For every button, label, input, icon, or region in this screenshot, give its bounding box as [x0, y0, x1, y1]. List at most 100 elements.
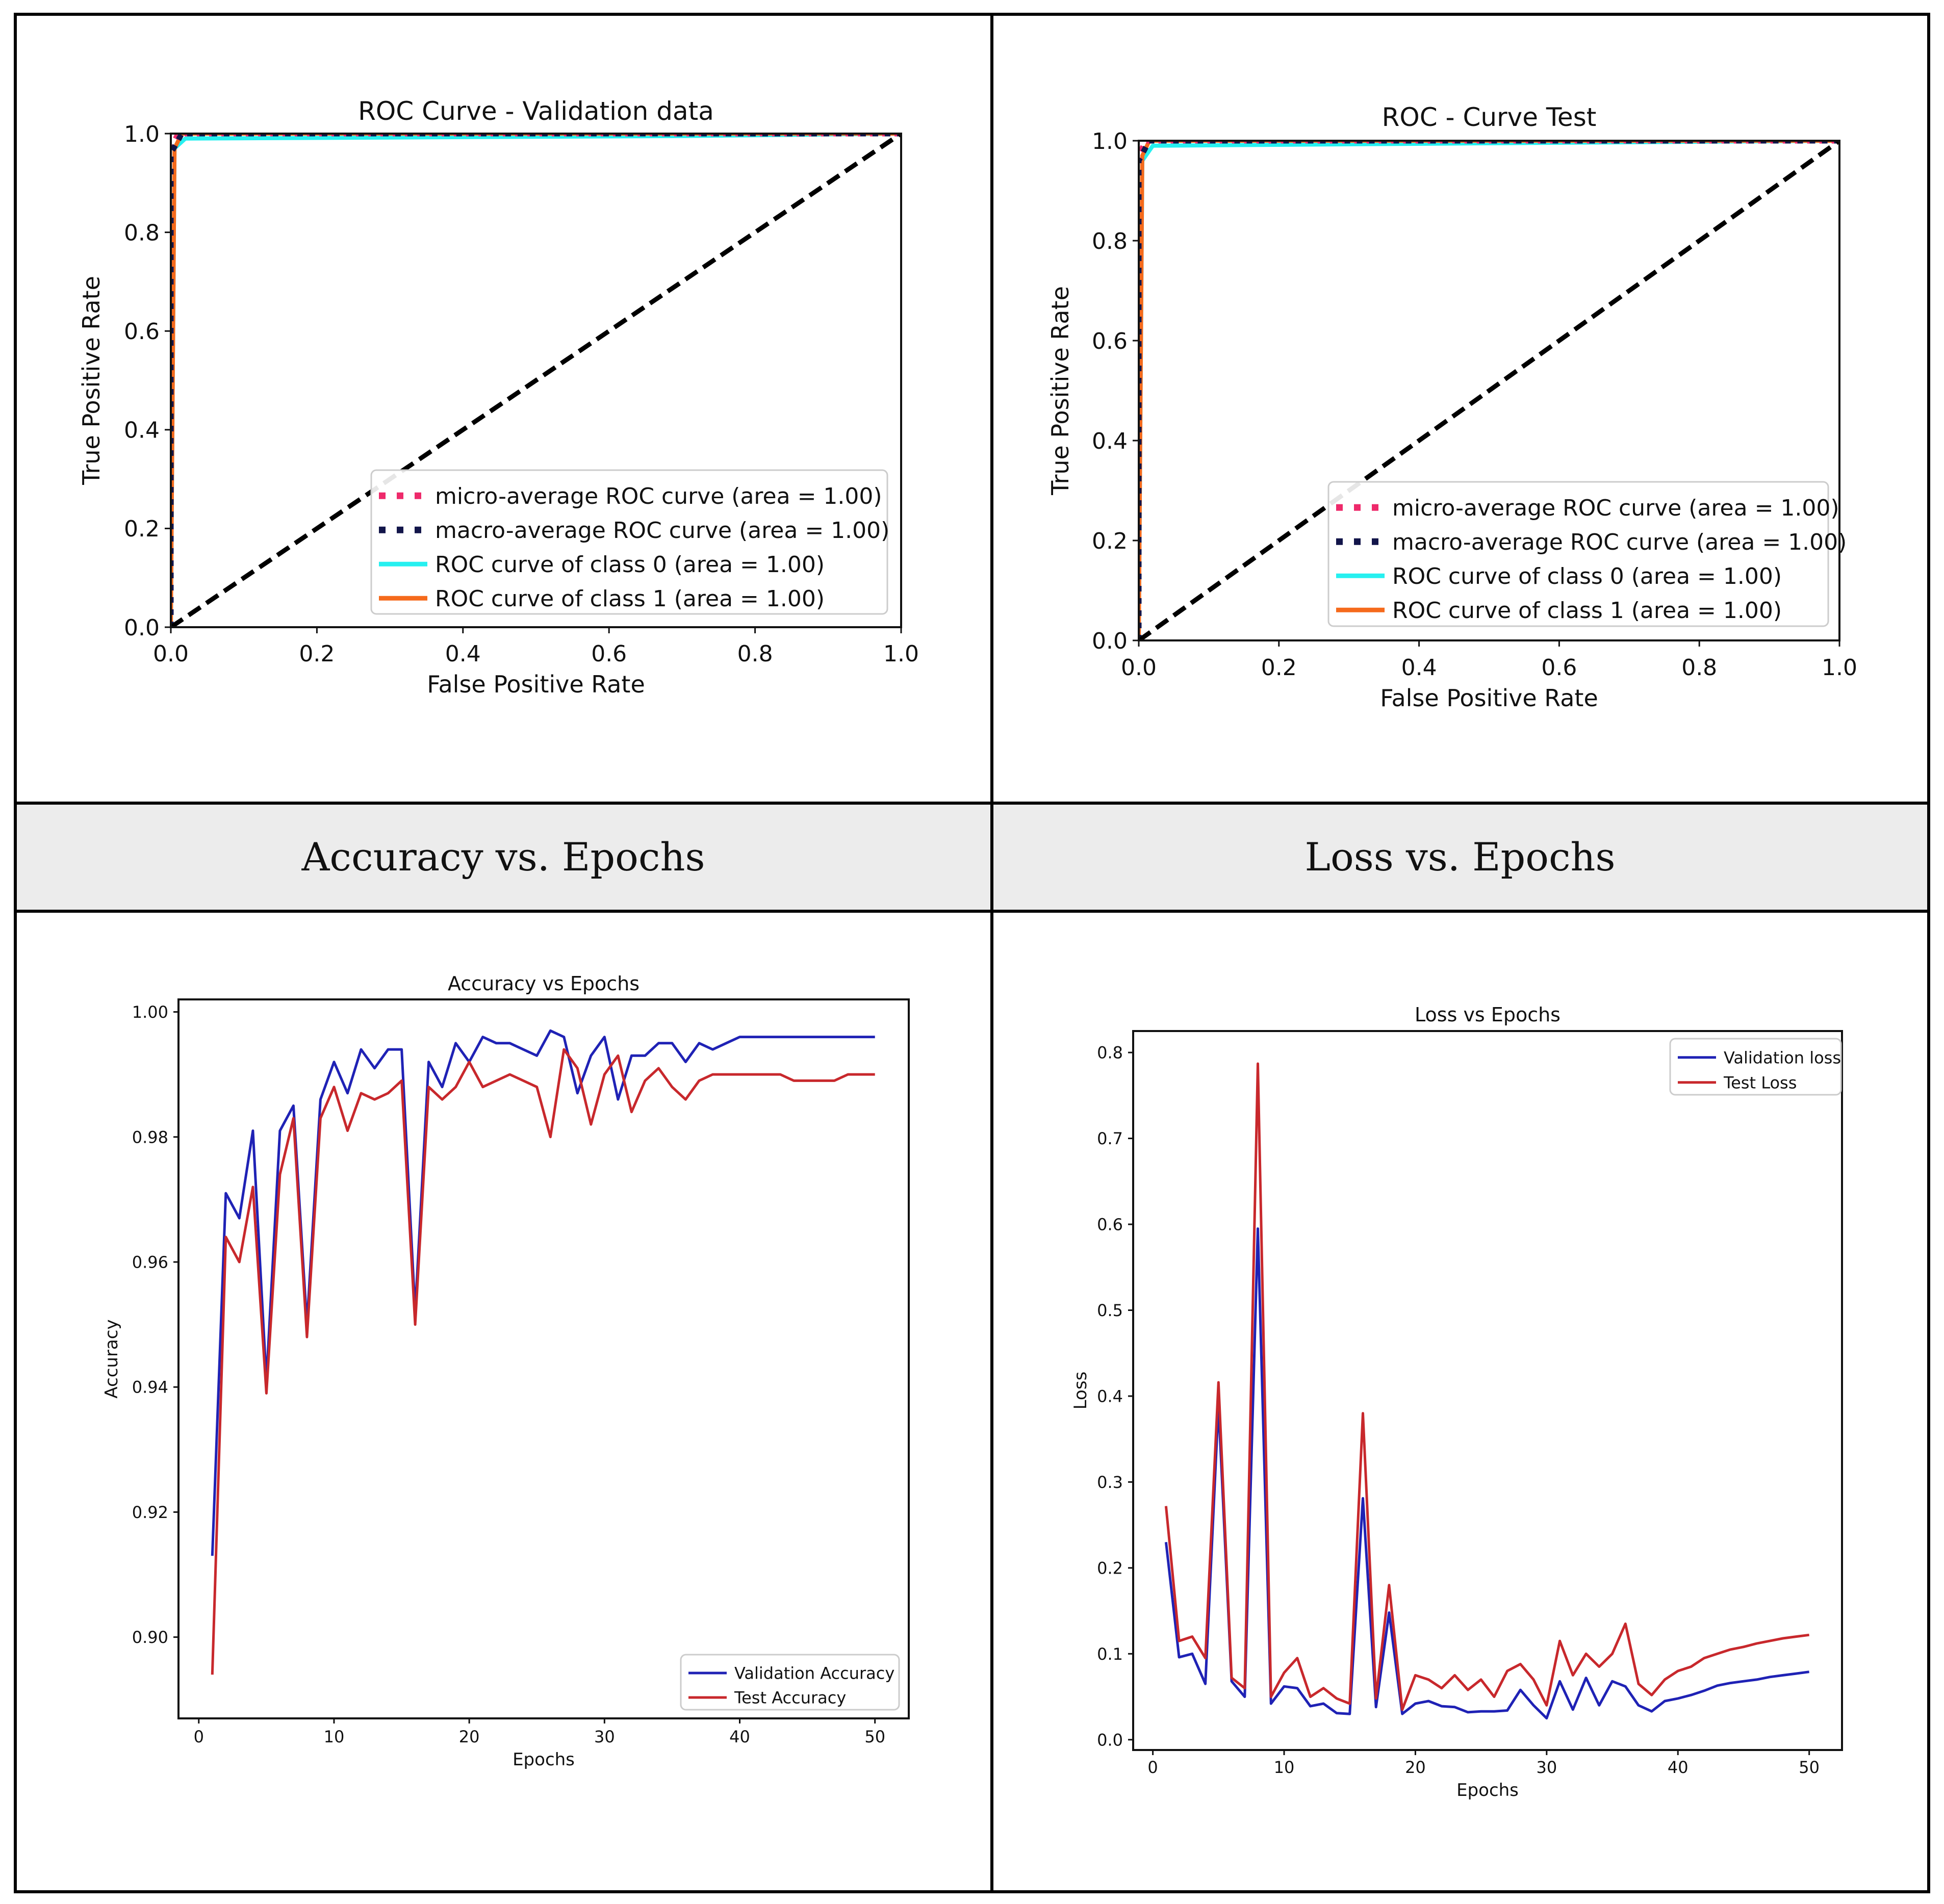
- x-tick-label: 0.0: [1121, 655, 1157, 681]
- y-tick-label: 0.96: [132, 1252, 168, 1272]
- x-tick-label: 0.2: [1261, 655, 1297, 681]
- y-tick-label: 0.94: [132, 1378, 168, 1397]
- x-tick-label: 10: [324, 1727, 345, 1746]
- y-tick-label: 0.4: [1092, 428, 1128, 454]
- plot-area: [1164, 1062, 1809, 1720]
- y-tick-label: 0.6: [1092, 328, 1128, 354]
- x-axis-label: Epochs: [513, 1749, 575, 1770]
- series-line-test: [1164, 1062, 1809, 1711]
- x-tick-label: 0.0: [153, 641, 189, 667]
- x-tick-label: 0.8: [737, 641, 773, 667]
- legend-label-class0: ROC curve of class 0 (area = 1.00): [435, 552, 825, 578]
- y-tick-label: 0.0: [124, 615, 160, 641]
- y-axis-label: True Positive Rate: [1046, 286, 1074, 496]
- legend-label-test: Test Accuracy: [734, 1688, 846, 1708]
- series-line-macro: [1139, 141, 1839, 640]
- roc-test-chart: ROC - Curve Test 0.0 0.2 0.4 0.6 0.8 1.0 0.0 0.2…: [1046, 102, 1857, 712]
- series-line-test: [211, 1048, 875, 1675]
- chart-title: Loss vs Epochs: [1415, 1004, 1561, 1026]
- legend-label-class1: ROC curve of class 1 (area = 1.00): [435, 586, 825, 612]
- loss-header: Loss vs. Epochs: [1304, 834, 1615, 880]
- y-tick-label: 1.00: [132, 1002, 168, 1022]
- x-tick-label: 1.0: [1822, 655, 1857, 681]
- y-tick-label: 1.0: [124, 121, 160, 147]
- x-tick-label: 0.8: [1681, 655, 1717, 681]
- legend-label-micro: micro-average ROC curve (area = 1.00): [435, 483, 882, 509]
- legend-label-validation: Validation loss: [1724, 1048, 1841, 1067]
- y-tick-label: 0.92: [132, 1503, 168, 1522]
- legend-label-macro: macro-average ROC curve (area = 1.00): [1392, 529, 1847, 555]
- legend-box: [1669, 1038, 1842, 1096]
- legend: micro-average ROC curve (area = 1.00) mac…: [370, 469, 889, 615]
- y-tick-label: 0.8: [1092, 228, 1128, 254]
- y-tick-label: 0.6: [124, 319, 160, 345]
- legend-label-class0: ROC curve of class 0 (area = 1.00): [1392, 563, 1782, 589]
- x-tick-label: 30: [594, 1727, 615, 1746]
- y-tick-label: 1.0: [1092, 128, 1128, 155]
- x-tick-label: 0.4: [1401, 655, 1437, 681]
- x-tick-label: 0.6: [1541, 655, 1577, 681]
- legend: Validation loss Test Loss: [1669, 1038, 1842, 1096]
- series-line-validation: [1164, 1227, 1809, 1720]
- x-tick-label: 10: [1274, 1758, 1295, 1777]
- y-tick-label: 0.3: [1097, 1473, 1123, 1492]
- legend-box: [370, 469, 888, 615]
- x-tick-label: 1.0: [883, 641, 919, 667]
- y-tick-label: 0.4: [124, 418, 160, 444]
- y-tick-label: 0.0: [1092, 628, 1128, 654]
- y-tick-label: 0.8: [1097, 1043, 1123, 1063]
- legend-box: [1327, 481, 1829, 627]
- plot-frame: [1132, 1030, 1843, 1751]
- x-tick-label: 0: [1147, 1758, 1158, 1777]
- plot-area: [1139, 141, 1839, 640]
- x-axis-label: Epochs: [1456, 1780, 1519, 1800]
- legend-label-validation: Validation Accuracy: [734, 1664, 894, 1683]
- y-axis-label: Loss: [1070, 1372, 1091, 1410]
- y-tick-label: 0.6: [1097, 1215, 1123, 1234]
- y-tick-label: 0.1: [1097, 1644, 1123, 1664]
- chart-title: ROC Curve - Validation data: [358, 96, 714, 126]
- accuracy-chart: Accuracy vs Epochs 0 10 20 30 40 50 0.90 0.92 0.9…: [101, 972, 910, 1770]
- outer-border: [14, 13, 1930, 1893]
- x-axis-label: False Positive Rate: [427, 671, 645, 698]
- y-tick-label: 0.2: [124, 516, 160, 542]
- y-tick-label: 0.90: [132, 1628, 168, 1647]
- plot-frame: [177, 998, 910, 1719]
- chart-title: Accuracy vs Epochs: [448, 972, 640, 995]
- y-tick-label: 0.98: [132, 1127, 168, 1147]
- plot-area: [211, 1029, 875, 1675]
- y-tick-label: 0.8: [124, 220, 160, 246]
- x-tick-label: 40: [1668, 1758, 1689, 1777]
- y-tick-label: 0.2: [1092, 528, 1128, 554]
- legend: micro-average ROC curve (area = 1.00) mac…: [1327, 481, 1847, 627]
- x-tick-label: 0.6: [591, 641, 627, 667]
- series-line-chance: [171, 134, 901, 627]
- legend-label-micro: micro-average ROC curve (area = 1.00): [1392, 495, 1839, 521]
- plot-area: [171, 134, 901, 627]
- loss-chart: Loss vs Epochs 0 10 20 30 40 50 0.0 0.1 0.2 0.3 0.4…: [1070, 1004, 1843, 1800]
- x-tick-label: 40: [729, 1727, 750, 1746]
- y-tick-label: 0.0: [1097, 1730, 1123, 1749]
- y-tick-label: 0.7: [1097, 1129, 1123, 1148]
- series-line-class1: [171, 134, 901, 627]
- plot-frame: [1138, 140, 1840, 641]
- x-tick-label: 50: [1799, 1758, 1820, 1777]
- legend: Validation Accuracy Test Accuracy: [680, 1654, 900, 1711]
- x-tick-label: 30: [1536, 1758, 1557, 1777]
- legend-label-class1: ROC curve of class 1 (area = 1.00): [1392, 598, 1782, 624]
- y-tick-label: 0.4: [1097, 1386, 1123, 1406]
- series-line-validation: [211, 1029, 875, 1556]
- y-axis-label: Accuracy: [101, 1319, 122, 1398]
- y-axis-label: True Positive Rate: [78, 276, 105, 485]
- layout-grid: [14, 13, 1930, 1893]
- y-tick-label: 0.2: [1097, 1558, 1123, 1578]
- legend-label-macro: macro-average ROC curve (area = 1.00): [435, 518, 889, 544]
- x-tick-label: 20: [459, 1727, 480, 1746]
- y-tick-label: 0.5: [1097, 1301, 1123, 1320]
- x-tick-label: 0.4: [445, 641, 481, 667]
- x-tick-label: 20: [1405, 1758, 1426, 1777]
- series-line-chance: [1139, 141, 1839, 640]
- header-band-right: [992, 803, 1929, 911]
- legend-box: [680, 1654, 900, 1711]
